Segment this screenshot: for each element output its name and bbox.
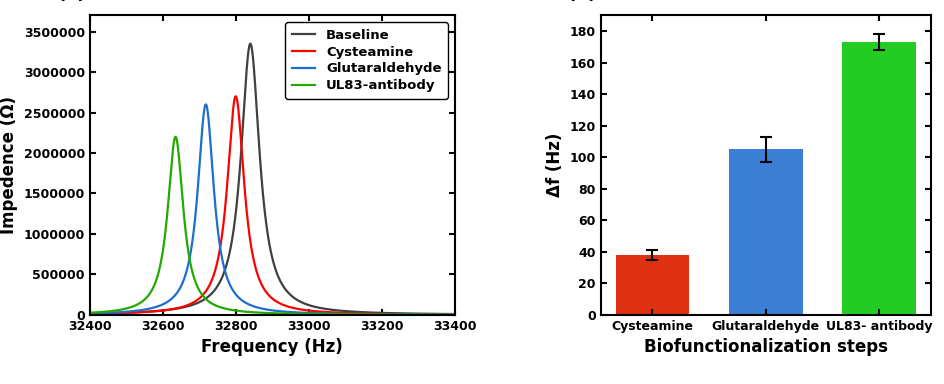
Cysteamine — [315, 310, 327, 314]
Bar — [841, 42, 915, 315]
Baseline — [84, 311, 95, 316]
Glutaraldehyde — [102, 310, 113, 315]
Glutaraldehyde — [374, 312, 385, 316]
UL83-antibody — [374, 312, 385, 317]
Cysteamine — [354, 311, 365, 316]
Glutaraldehyde — [300, 311, 312, 315]
Baseline — [374, 311, 385, 315]
UL83-antibody — [315, 312, 327, 316]
Baseline — [216, 276, 228, 280]
Bar — [728, 149, 801, 315]
Glutaraldehyde — [315, 311, 327, 316]
Legend: Baseline, Cysteamine, Glutaraldehyde, UL83-antibody: Baseline, Cysteamine, Glutaraldehyde, UL… — [285, 22, 447, 99]
Baseline — [102, 311, 113, 316]
UL83-antibody — [170, 134, 181, 139]
Line: Baseline: Baseline — [90, 44, 454, 314]
Line: UL83-antibody: UL83-antibody — [90, 137, 454, 314]
UL83-antibody — [84, 310, 95, 315]
UL83-antibody — [216, 305, 228, 310]
Cysteamine — [84, 311, 95, 316]
X-axis label: Biofunctionalization steps: Biofunctionalization steps — [643, 338, 886, 356]
UL83-antibody — [448, 312, 460, 317]
Glutaraldehyde — [448, 312, 460, 317]
UL83-antibody — [354, 312, 365, 317]
X-axis label: Frequency (Hz): Frequency (Hz) — [201, 338, 343, 356]
Line: Glutaraldehyde: Glutaraldehyde — [90, 104, 454, 314]
Y-axis label: Impedence (Ω): Impedence (Ω) — [0, 96, 18, 234]
Baseline — [315, 306, 327, 311]
Y-axis label: Δf (Hz): Δf (Hz) — [546, 133, 564, 197]
Line: Cysteamine: Cysteamine — [90, 96, 454, 314]
UL83-antibody — [102, 309, 113, 314]
Baseline — [448, 312, 460, 316]
Baseline — [244, 41, 256, 46]
Cysteamine — [374, 311, 385, 316]
Text: (b): (b) — [567, 0, 597, 3]
Baseline — [300, 302, 312, 306]
Cysteamine — [216, 234, 228, 238]
Cysteamine — [448, 312, 460, 317]
Text: (a): (a) — [58, 0, 86, 3]
Cysteamine — [229, 94, 241, 99]
Bar — [615, 255, 688, 315]
Cysteamine — [300, 308, 312, 313]
Glutaraldehyde — [84, 311, 95, 316]
UL83-antibody — [300, 312, 312, 316]
Glutaraldehyde — [216, 255, 228, 260]
Glutaraldehyde — [200, 102, 211, 107]
Cysteamine — [102, 311, 113, 316]
Glutaraldehyde — [354, 312, 365, 316]
Baseline — [354, 310, 365, 314]
